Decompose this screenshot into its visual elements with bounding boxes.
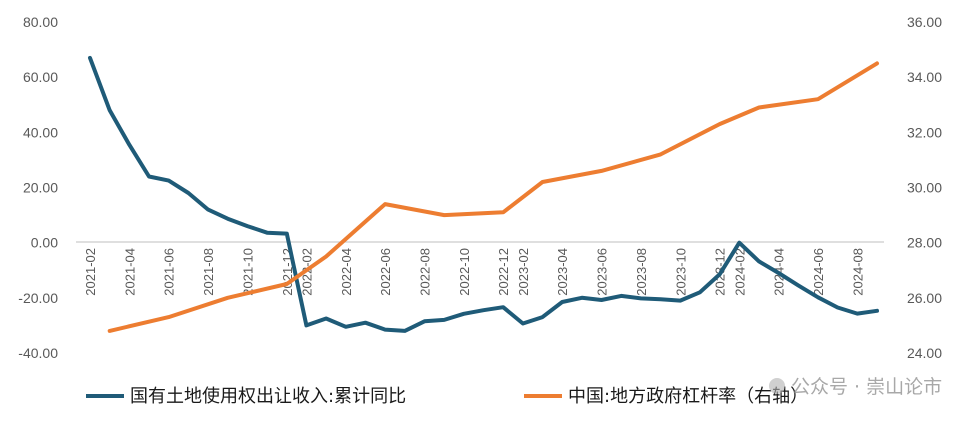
watermark: 公众号 · 崇山论市 [791,376,942,398]
legend-label-land-revenue: 国有土地使用权出让收入:累计同比 [130,386,406,407]
x-tick-label: 2024-02 [732,248,747,296]
y-left-tick-label: 40.00 [23,124,58,140]
axes-layer: 80.00 60.00 40.00 20.00 0.00 -20.00 -40.00 36.0… [18,14,942,361]
y-left-tick-label: 0.00 [31,235,58,251]
y-right-tick-label: 30.00 [907,180,942,196]
y-left-tick-label: 20.00 [23,180,58,196]
y-right-tick-label: 26.00 [907,290,942,306]
x-tick-label: 2022-08 [417,248,432,296]
x-tick-label: 2021-04 [122,248,137,296]
x-tick-label: 2022-10 [457,248,472,296]
y-left-tick-label: -20.00 [18,290,58,306]
x-tick-label: 2024-06 [811,248,826,296]
wechat-icon [769,378,785,394]
x-tick-label: 2021-02 [83,248,98,296]
y-right-tick-label: 24.00 [907,345,942,361]
legend-label-local-gov-leverage: 中国:地方政府杠杆率（右轴） [568,386,808,407]
x-tick-label: 2023-08 [634,248,649,296]
legend: 国有土地使用权出让收入:累计同比 中国:地方政府杠杆率（右轴） [86,386,808,407]
y-left-tick-label: 60.00 [23,69,58,85]
x-tick-label: 2022-06 [378,248,393,296]
y-left-tick-label: -40.00 [18,345,58,361]
x-tick-label: 2023-04 [555,248,570,296]
y-right-tick-label: 36.00 [907,14,942,30]
y-right-tick-label: 34.00 [907,69,942,85]
series-line-local-gov-leverage [107,61,879,333]
watermark-group: 公众号 · 崇山论市 [769,376,942,398]
y-right-tick-label: 28.00 [907,235,942,251]
x-tick-label: 2023-06 [595,248,610,296]
y-right-tick-label: 32.00 [907,124,942,140]
x-tick-label: 2024-08 [850,248,865,296]
x-tick-label: 2023-10 [673,248,688,296]
x-tick-label: 2023-02 [516,248,531,296]
x-tick-label: 2021-06 [162,248,177,296]
x-tick-label: 2022-04 [339,248,354,296]
series-layer [88,55,879,333]
x-tick-label: 2021-10 [240,248,255,296]
x-tick-label: 2022-12 [496,248,511,296]
x-tick-label: 2021-08 [201,248,216,296]
y-left-tick-label: 80.00 [23,14,58,30]
